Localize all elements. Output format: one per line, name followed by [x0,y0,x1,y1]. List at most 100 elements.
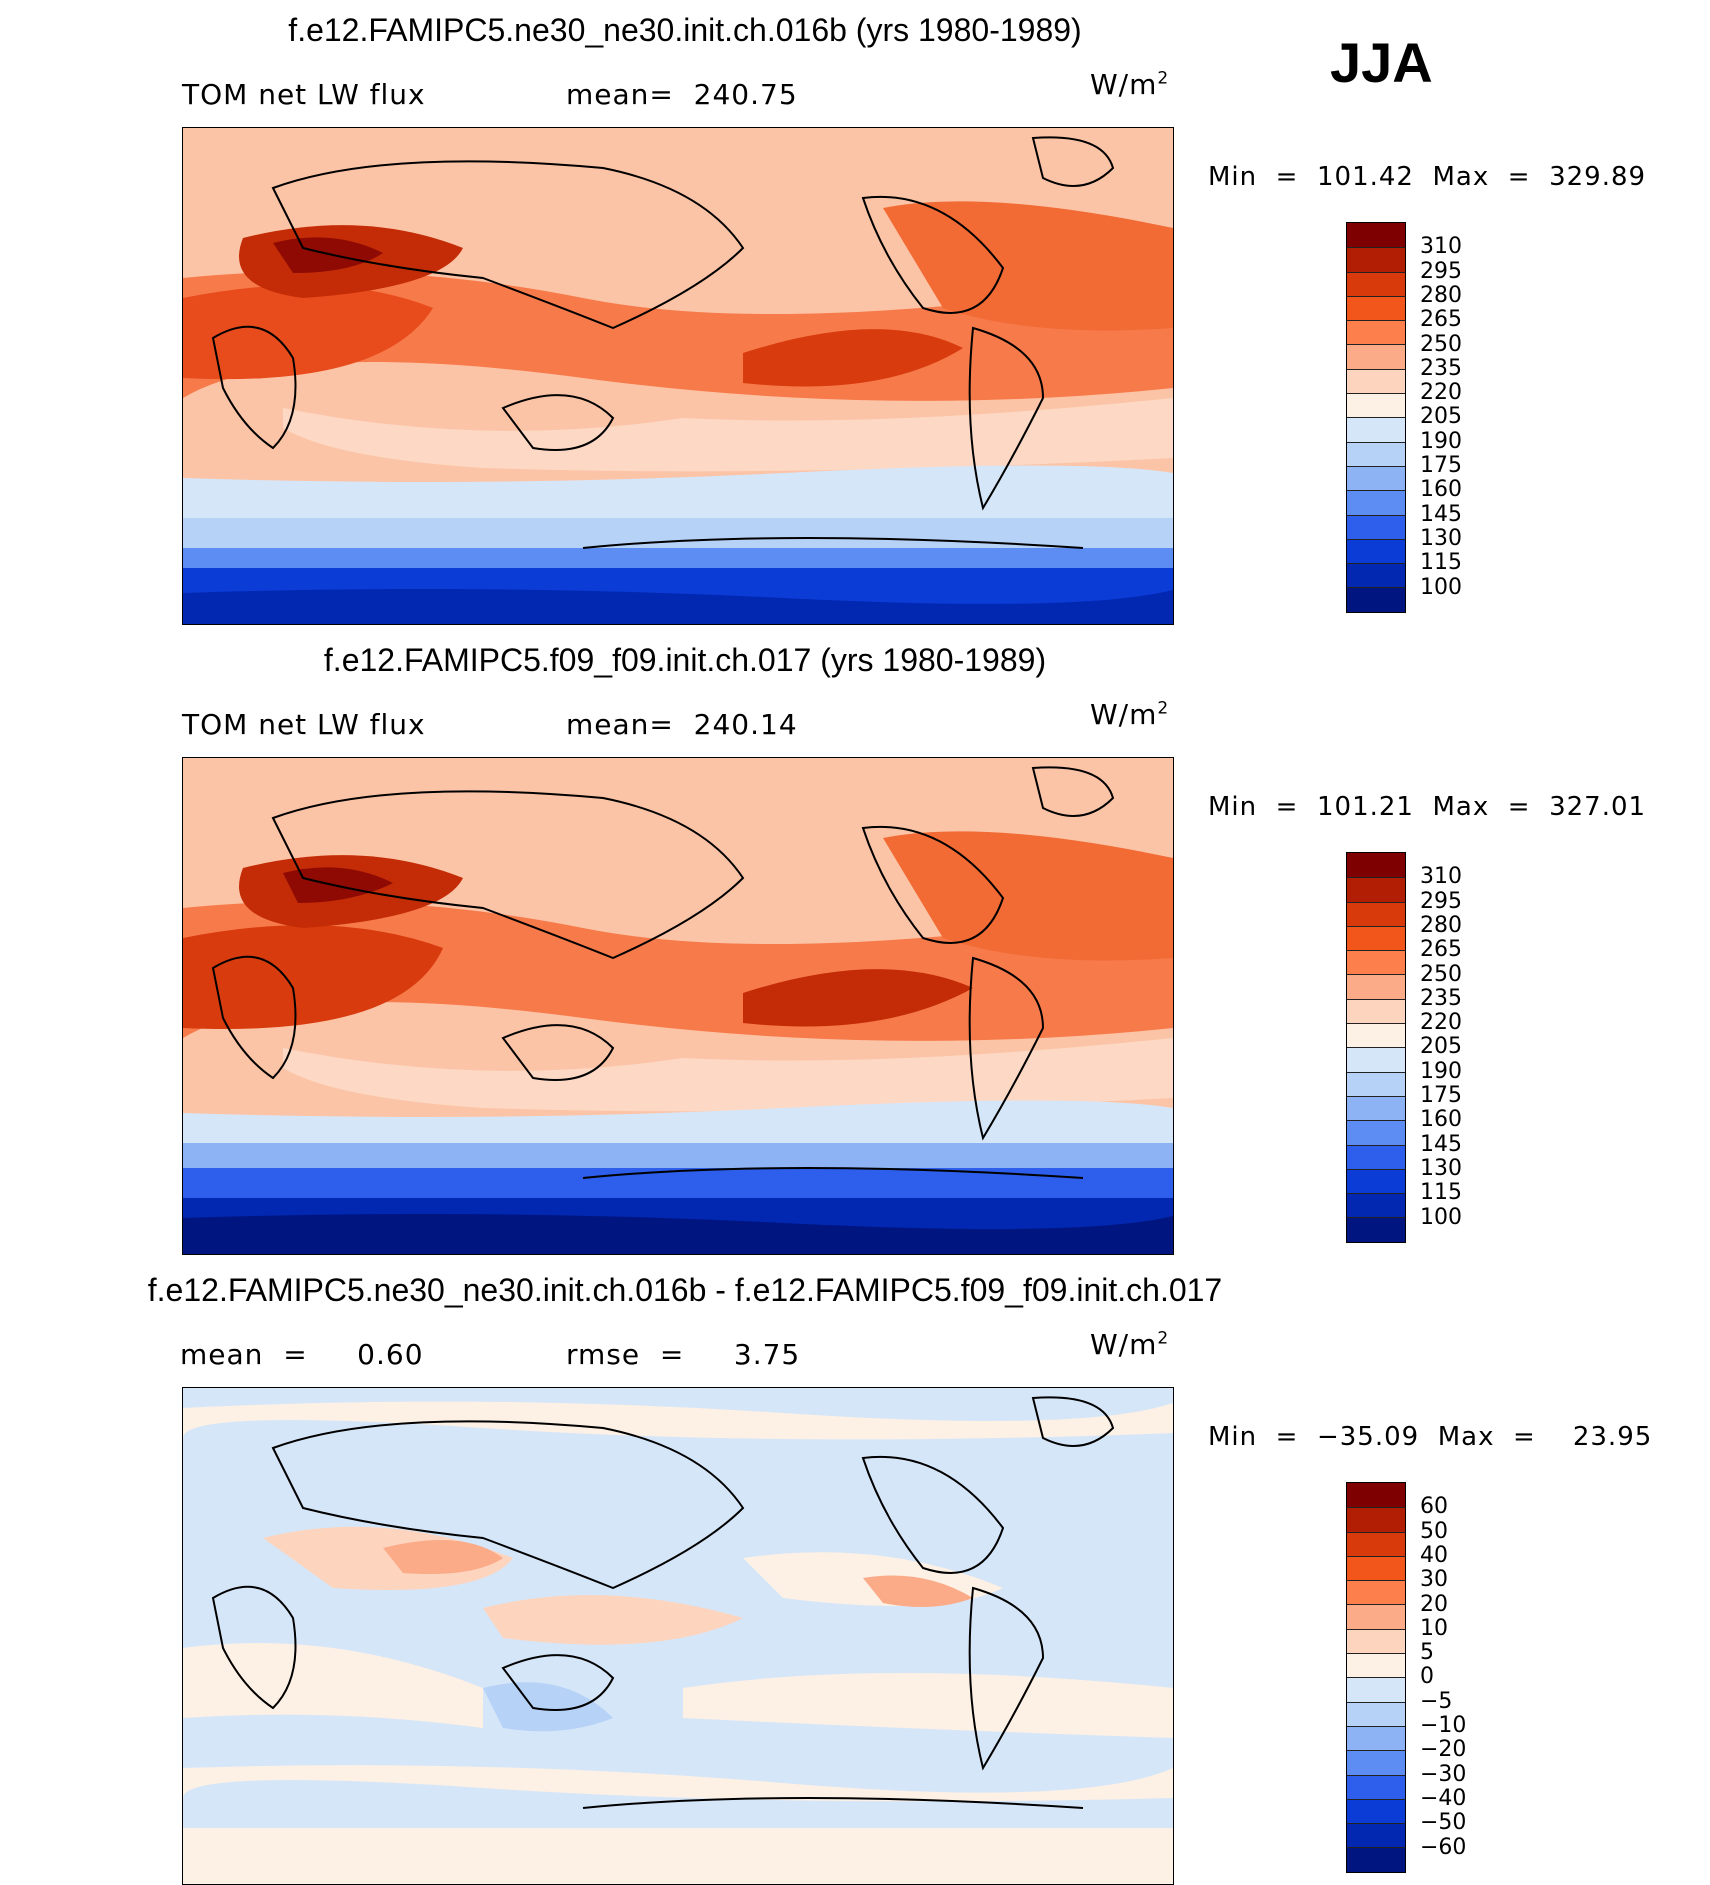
colorbar-swatch [1347,1823,1405,1848]
colorbar-swatch [1347,344,1405,369]
colorbar-tick-label: 265 [1420,307,1462,333]
colorbar-swatch [1347,950,1405,975]
colorbar-tick-label: −50 [1420,1810,1467,1836]
panel-2-colorbar [1346,852,1406,1243]
colorbar-swatch [1347,1531,1405,1556]
colorbar-swatch [1347,925,1405,951]
colorbar-swatch [1347,1725,1405,1751]
colorbar-swatch [1347,393,1405,418]
colorbar-swatch [1347,998,1405,1024]
colorbar-tick-label: 50 [1420,1518,1448,1544]
colorbar-tick-label: 250 [1420,331,1462,357]
colorbar-swatch [1347,247,1405,272]
colorbar-swatch [1347,1168,1405,1194]
colorbar-tick-label: 40 [1420,1542,1448,1568]
colorbar-swatch [1347,1750,1405,1775]
colorbar-tick-label: 205 [1420,404,1462,430]
colorbar-swatch [1347,1047,1405,1072]
colorbar-tick-label: −10 [1420,1713,1467,1738]
colorbar-swatch [1347,1095,1405,1121]
colorbar-tick-label: 310 [1420,234,1462,260]
colorbar-tick-label: 265 [1420,937,1462,963]
colorbar-tick-label: 295 [1420,258,1462,284]
colorbar-swatch [1347,1653,1405,1678]
colorbar-tick-label: 250 [1420,961,1462,987]
colorbar-swatch [1347,538,1405,564]
colorbar-tick-label: 20 [1420,1591,1448,1617]
colorbar-tick-label: 160 [1420,477,1462,503]
panel-2-map [182,757,1174,1255]
colorbar-swatch [1347,490,1405,515]
colorbar-swatch [1347,1217,1405,1242]
panel-1-units: W/m2 [1090,68,1170,101]
colorbar-tick-label: 100 [1420,1204,1462,1230]
panel-3-colorbar [1346,1482,1406,1873]
colorbar-tick-label: 130 [1420,1155,1462,1181]
panel-3-title: f.e12.FAMIPC5.ne30_ne30.init.ch.016b - f… [147,1272,1223,1308]
colorbar-swatch [1347,271,1405,296]
colorbar-swatch [1347,1677,1405,1702]
colorbar-swatch [1347,1023,1405,1048]
colorbar-swatch [1347,974,1405,999]
colorbar-tick-label: 160 [1420,1107,1462,1133]
colorbar-tick-label: 175 [1420,1083,1462,1108]
colorbar-swatch [1347,295,1405,321]
colorbar-tick-label: 190 [1420,428,1462,454]
colorbar-swatch [1347,465,1405,491]
panel-3-mean-label: mean = 0.60 [180,1338,424,1371]
colorbar-tick-label: 280 [1420,282,1462,308]
colorbar-tick-label: 60 [1420,1494,1448,1520]
colorbar-swatch [1347,1774,1405,1799]
panel-1-colorbar [1346,222,1406,613]
colorbar-tick-label: −40 [1420,1785,1467,1811]
colorbar-swatch [1347,877,1405,902]
colorbar-tick-label: 145 [1420,1131,1462,1157]
colorbar-swatch [1347,901,1405,926]
panel-1-variable-label: TOM net LW flux [182,78,426,111]
colorbar-swatch [1347,853,1405,878]
panel-1-mean-label: mean= 240.75 [566,78,798,111]
colorbar-tick-label: 220 [1420,1010,1462,1036]
colorbar-tick-label: 115 [1420,1180,1462,1206]
colorbar-tick-label: 295 [1420,888,1462,914]
panel-2-min-max: Min = 101.21 Max = 327.01 [1208,792,1647,822]
colorbar-tick-label: 175 [1420,453,1462,478]
colorbar-tick-label: 145 [1420,501,1462,527]
colorbar-swatch [1347,1193,1405,1218]
colorbar-swatch [1347,368,1405,394]
colorbar-swatch [1347,1507,1405,1532]
colorbar-swatch [1347,1701,1405,1726]
panel-2-mean-label: mean= 240.14 [566,708,798,741]
panel-2-variable-label: TOM net LW flux [182,708,426,741]
colorbar-swatch [1347,1144,1405,1169]
panel-3-min-max: Min = −35.09 Max = 23.95 [1208,1422,1653,1452]
colorbar-swatch [1347,1847,1405,1872]
colorbar-tick-label: 190 [1420,1058,1462,1084]
colorbar-tick-label: 0 [1420,1664,1434,1690]
colorbar-tick-label: −5 [1420,1688,1453,1714]
panel-3-map [182,1387,1174,1885]
colorbar-tick-label: 115 [1420,550,1462,576]
colorbar-tick-label: 235 [1420,355,1462,381]
colorbar-tick-label: 30 [1420,1567,1448,1593]
colorbar-swatch [1347,1120,1405,1145]
colorbar-tick-label: 10 [1420,1615,1448,1641]
colorbar-tick-label: −60 [1420,1834,1467,1860]
colorbar-swatch [1347,1555,1405,1581]
colorbar-tick-label: 130 [1420,525,1462,551]
colorbar-swatch [1347,1483,1405,1508]
colorbar-tick-label: 100 [1420,574,1462,600]
colorbar-swatch [1347,1071,1405,1096]
colorbar-tick-label: −30 [1420,1761,1467,1787]
colorbar-swatch [1347,1604,1405,1629]
colorbar-swatch [1347,587,1405,612]
panel-1-title: f.e12.FAMIPC5.ne30_ne30.init.ch.016b (yr… [288,12,1082,48]
colorbar-tick-label: 205 [1420,1034,1462,1060]
colorbar-tick-label: 220 [1420,380,1462,406]
colorbar-tick-label: 280 [1420,912,1462,938]
panel-2-title: f.e12.FAMIPC5.f09_f09.init.ch.017 (yrs 1… [323,642,1047,678]
colorbar-swatch [1347,320,1405,345]
colorbar-swatch [1347,1798,1405,1824]
panel-1-min-max: Min = 101.42 Max = 329.89 [1208,162,1647,192]
colorbar-swatch [1347,1580,1405,1605]
